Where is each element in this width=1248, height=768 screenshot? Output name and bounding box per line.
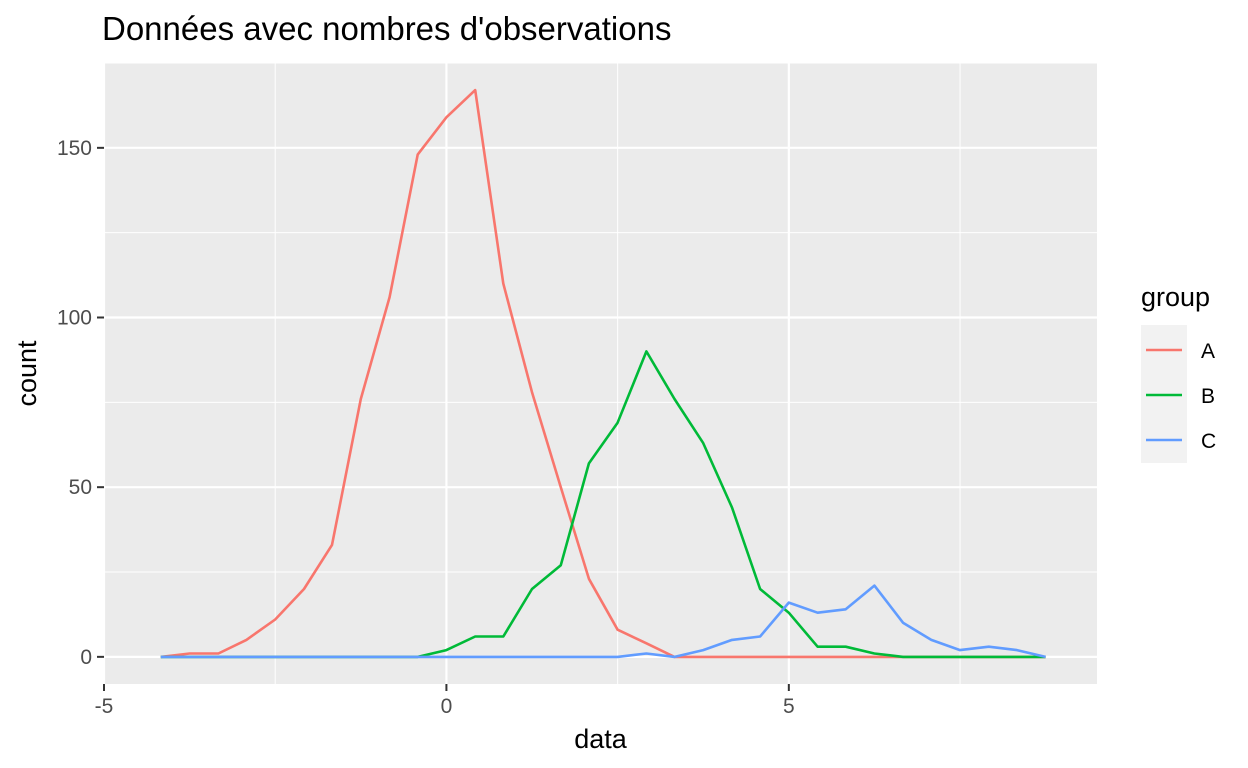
series-line-c <box>160 584 1046 659</box>
chart-title: Données avec nombres d'observations <box>102 10 671 47</box>
legend-title: group <box>1141 282 1210 312</box>
y-axis-title: count <box>12 340 42 407</box>
x-tick-label: 0 <box>441 695 453 718</box>
y-tick-label: 50 <box>69 476 92 499</box>
y-tick-label: 0 <box>80 646 92 669</box>
x-tick-label: -5 <box>95 695 114 718</box>
legend-label-b: B <box>1201 385 1215 408</box>
x-axis-title: data <box>574 724 628 754</box>
plot-panel <box>104 63 1097 684</box>
y-tick-label: 100 <box>57 307 92 330</box>
series-lines <box>160 88 1046 659</box>
x-tick-label: 5 <box>783 695 795 718</box>
legend: group ABC <box>1141 282 1216 463</box>
minor-gridlines <box>104 62 1097 684</box>
legend-label-a: A <box>1201 340 1215 363</box>
y-tick-label: 150 <box>57 137 92 160</box>
legend-label-c: C <box>1201 430 1216 453</box>
